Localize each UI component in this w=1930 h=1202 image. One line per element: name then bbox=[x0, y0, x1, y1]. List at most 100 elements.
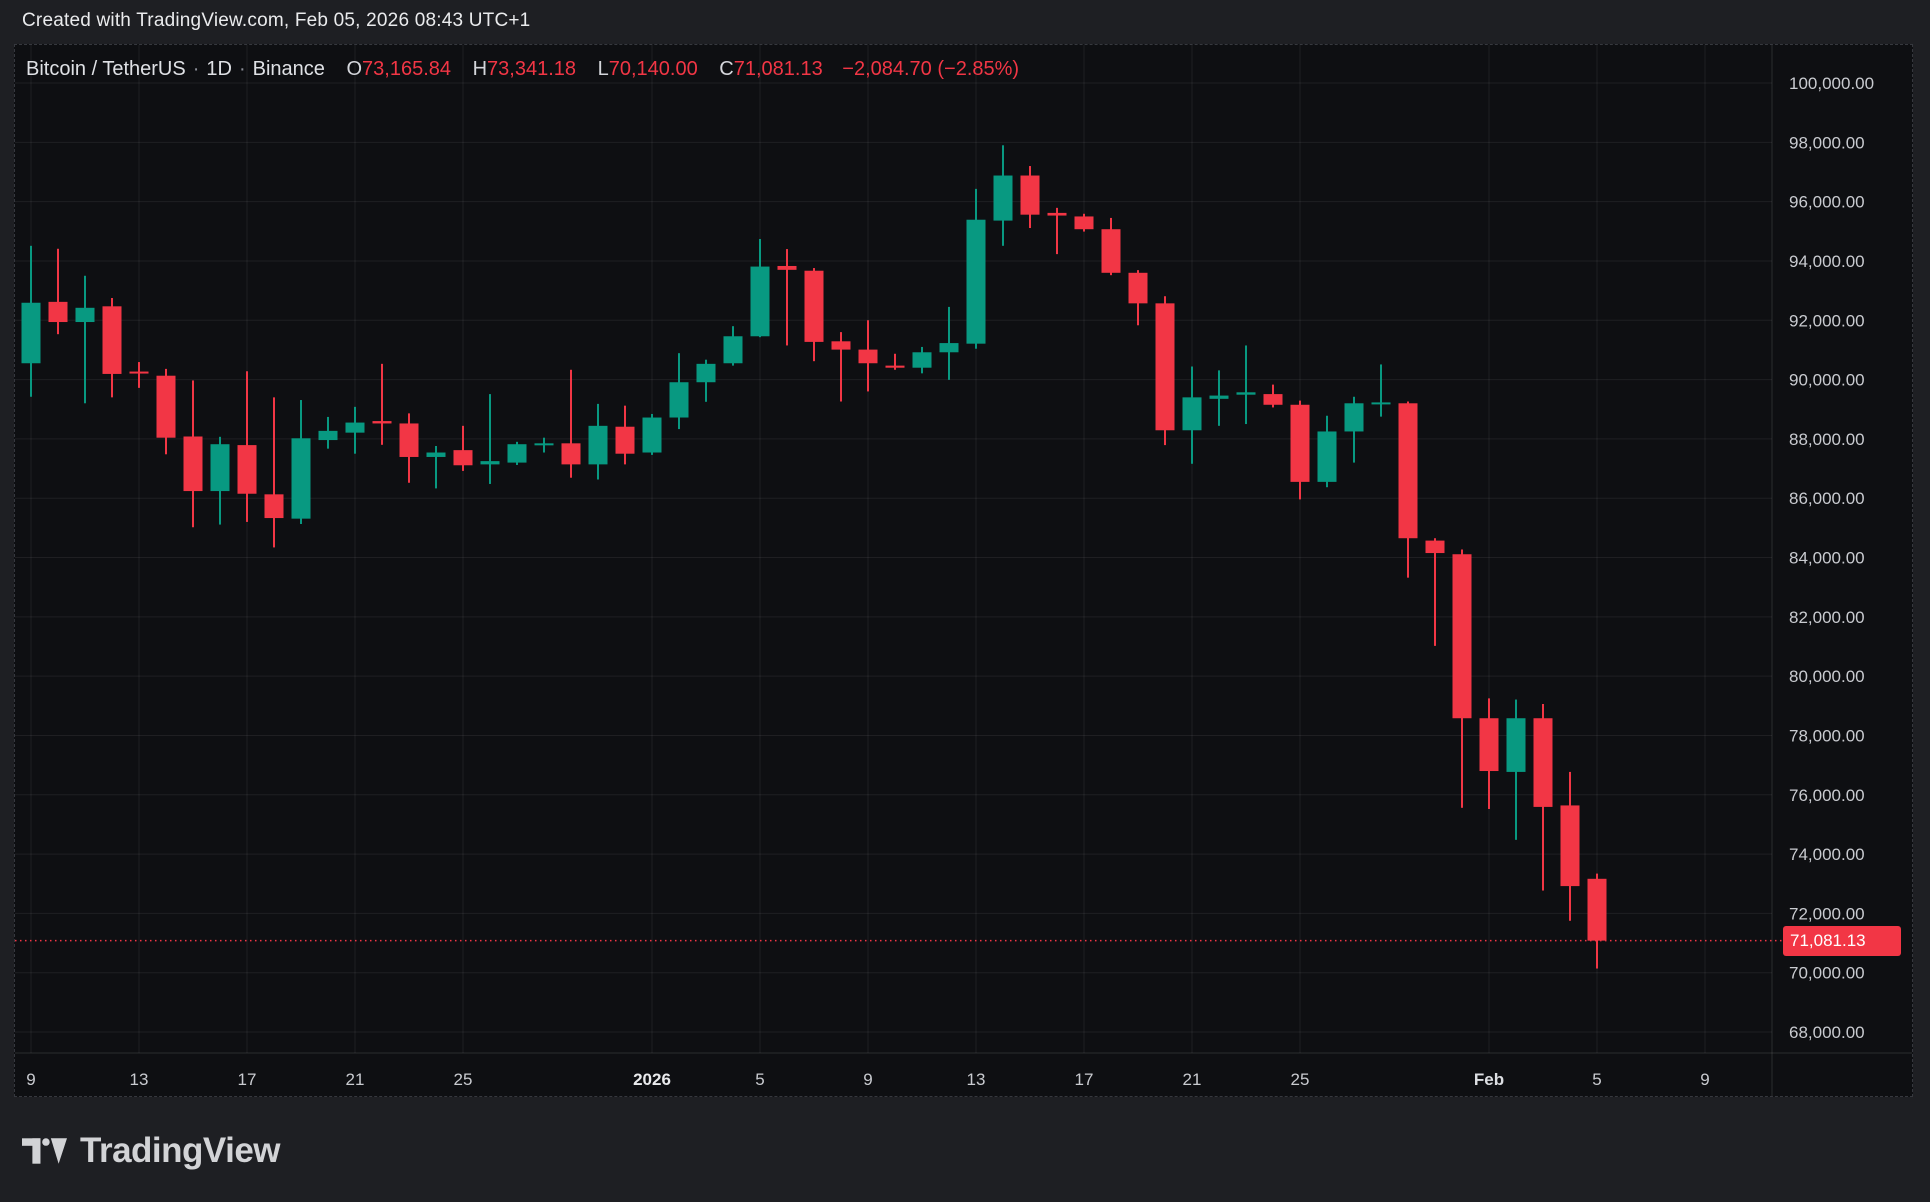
svg-text:90,000.00: 90,000.00 bbox=[1789, 371, 1865, 390]
svg-text:86,000.00: 86,000.00 bbox=[1789, 489, 1865, 508]
candle-wick bbox=[57, 248, 59, 335]
svg-text:9: 9 bbox=[26, 1070, 35, 1089]
candle-body bbox=[534, 443, 554, 446]
svg-text:2026: 2026 bbox=[633, 1070, 671, 1089]
candle-body bbox=[237, 445, 257, 494]
candle-body bbox=[669, 382, 689, 418]
candle-wick bbox=[273, 397, 275, 548]
candle-wick bbox=[84, 275, 86, 404]
footer-bar: TradingView bbox=[0, 1099, 1930, 1202]
price-change: −2,084.70 (−2.85%) bbox=[842, 58, 1020, 80]
candle-wick bbox=[1056, 207, 1058, 255]
candle-body bbox=[750, 266, 770, 337]
candle-body bbox=[1587, 878, 1607, 941]
candle-body bbox=[588, 425, 608, 465]
candle-body bbox=[1371, 402, 1391, 405]
candle-body bbox=[993, 175, 1013, 221]
svg-text:5: 5 bbox=[1592, 1070, 1601, 1089]
candle-body bbox=[1317, 431, 1337, 482]
chart-legend: Bitcoin / TetherUS · 1D · Binance O73,165.84… bbox=[26, 58, 1019, 81]
candle-body bbox=[561, 443, 581, 465]
svg-text:25: 25 bbox=[454, 1070, 473, 1089]
candle-body bbox=[1263, 394, 1283, 405]
svg-text:17: 17 bbox=[1075, 1070, 1094, 1089]
last-price-badge: 71,081.13 bbox=[1783, 925, 1901, 956]
price-scale[interactable]: 100,000.00 98,000.00 96,000.00 94,000.00 92,… bbox=[1789, 74, 1874, 1042]
tradingview-logo-icon bbox=[22, 1137, 67, 1164]
candle-body bbox=[345, 422, 365, 433]
candle-wick bbox=[840, 332, 842, 402]
chart-panel: 100,000.00 98,000.00 96,000.00 94,000.00 92,… bbox=[14, 44, 1913, 1097]
candle-body bbox=[1344, 403, 1364, 432]
svg-text:72,000.00: 72,000.00 bbox=[1789, 904, 1865, 923]
exchange-label: Binance bbox=[252, 58, 325, 80]
candle-wick bbox=[1380, 364, 1382, 417]
candle-body bbox=[777, 265, 797, 270]
candle-body bbox=[1398, 403, 1418, 539]
symbol-name[interactable]: Bitcoin / TetherUS bbox=[26, 58, 186, 80]
snapshot-title: Created with TradingView.com, Feb 05, 20… bbox=[22, 10, 531, 31]
candle-body bbox=[615, 426, 635, 454]
candle-body bbox=[453, 450, 473, 466]
svg-text:74,000.00: 74,000.00 bbox=[1789, 845, 1865, 864]
candle-body bbox=[1290, 404, 1310, 482]
tradingview-logo[interactable]: TradingView bbox=[22, 1131, 281, 1171]
candle-body bbox=[21, 302, 41, 364]
candle-body bbox=[1560, 805, 1580, 887]
candle-body bbox=[912, 352, 932, 368]
low-readout: L70,140.00 bbox=[597, 58, 698, 80]
candle-body bbox=[966, 219, 986, 344]
snapshot-titlebar: Created with TradingView.com, Feb 05, 20… bbox=[0, 0, 1930, 40]
candle-wick bbox=[462, 425, 464, 471]
candle-wick bbox=[138, 362, 140, 388]
candle-body bbox=[129, 371, 149, 374]
svg-text:80,000.00: 80,000.00 bbox=[1789, 667, 1865, 686]
candle-wick bbox=[570, 369, 572, 478]
candle-body bbox=[1128, 272, 1148, 304]
candle-body bbox=[1425, 540, 1445, 554]
svg-text:70,000.00: 70,000.00 bbox=[1789, 964, 1865, 983]
candle-body bbox=[48, 301, 68, 323]
candle-body bbox=[1074, 216, 1094, 230]
candle-wick bbox=[1434, 538, 1436, 646]
candle-body bbox=[939, 343, 959, 353]
candle-body bbox=[102, 306, 122, 374]
candle-wick bbox=[894, 353, 896, 370]
svg-text:88,000.00: 88,000.00 bbox=[1789, 430, 1865, 449]
svg-text:9: 9 bbox=[1700, 1070, 1709, 1089]
candle-body bbox=[1047, 212, 1067, 216]
candle-body bbox=[1452, 554, 1472, 719]
candle-body bbox=[183, 436, 203, 492]
candlestick-chart[interactable]: 100,000.00 98,000.00 96,000.00 94,000.00 92,… bbox=[15, 45, 1912, 1096]
candle-body bbox=[696, 363, 716, 383]
candle-body bbox=[723, 336, 743, 364]
candle-body bbox=[507, 444, 527, 463]
svg-text:100,000.00: 100,000.00 bbox=[1789, 74, 1874, 93]
candle-wick bbox=[786, 249, 788, 346]
candle-body bbox=[1533, 718, 1553, 807]
candle-body bbox=[1101, 229, 1121, 273]
high-readout: H73,341.18 bbox=[472, 58, 577, 80]
candle-body bbox=[318, 430, 338, 441]
candle-body bbox=[1182, 397, 1202, 431]
time-scale[interactable]: 9 13 17 21 25 2026 5 9 13 17 21 25 Feb 5 9 bbox=[26, 1070, 1709, 1089]
candle-body bbox=[372, 421, 392, 424]
svg-text:94,000.00: 94,000.00 bbox=[1789, 252, 1865, 271]
svg-text:5: 5 bbox=[755, 1070, 764, 1089]
candles-layer[interactable] bbox=[21, 145, 1607, 969]
svg-text:21: 21 bbox=[346, 1070, 365, 1089]
candle-wick bbox=[1245, 345, 1247, 425]
candle-wick bbox=[435, 445, 437, 489]
candle-wick bbox=[381, 363, 383, 445]
close-readout: C71,081.13 bbox=[719, 58, 823, 80]
candle-body bbox=[75, 307, 95, 323]
candle-body bbox=[210, 444, 230, 492]
svg-text:92,000.00: 92,000.00 bbox=[1789, 311, 1865, 330]
svg-text:21: 21 bbox=[1183, 1070, 1202, 1089]
candle-body bbox=[156, 375, 176, 438]
candle-body bbox=[642, 417, 662, 453]
candle-body bbox=[291, 438, 311, 519]
candle-body bbox=[1479, 718, 1499, 772]
interval-label[interactable]: 1D bbox=[206, 58, 232, 80]
